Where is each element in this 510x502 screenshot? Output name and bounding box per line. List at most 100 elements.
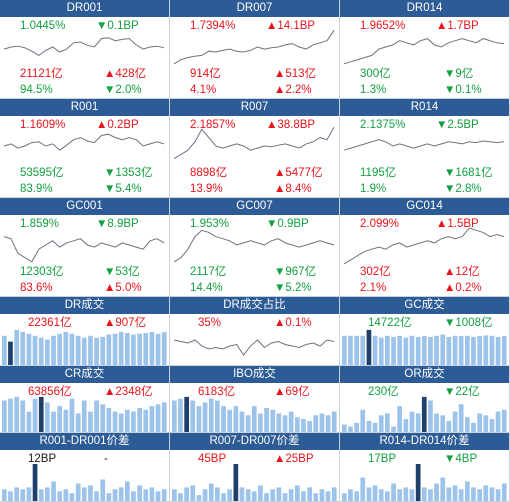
- bar: [501, 409, 507, 432]
- bar: [489, 419, 495, 432]
- bar: [63, 331, 69, 365]
- bar: [81, 487, 87, 501]
- bar: [88, 485, 93, 501]
- bar: [348, 426, 353, 432]
- summary-change: ▲907亿: [104, 317, 147, 329]
- bar: [446, 487, 452, 501]
- rate-panel-r001[interactable]: R001 1.1609% ▲0.2BP 53595亿 ▼1353亿 83.9% ▼5.4%: [0, 99, 170, 198]
- rate-change: ▼0.9BP: [266, 218, 309, 230]
- rate-panel-dr014[interactable]: DR014 1.9652% ▲1.7BP 300亿 ▼9亿 1.3% ▼0.1%: [340, 0, 510, 99]
- summary-panel-1[interactable]: DR成交占比 35% ▲0.1%: [170, 297, 340, 366]
- bar: [63, 409, 69, 432]
- rate-panel-dr001[interactable]: DR001 1.0445% ▼0.1BP 21121亿 ▲428亿 94.5% ▼2.0%: [0, 0, 170, 99]
- bar: [32, 335, 38, 365]
- rate-change: ▲0.2BP: [96, 119, 139, 131]
- bar: [155, 333, 161, 365]
- bar: [372, 422, 378, 432]
- bar: [446, 420, 452, 432]
- bar: [403, 487, 409, 501]
- bar: [100, 479, 106, 501]
- bar: [227, 409, 232, 432]
- bar: [397, 489, 402, 501]
- bar: [434, 413, 439, 432]
- volume-change: ▲428亿: [104, 68, 147, 80]
- rate-panel-gc014[interactable]: GC014 2.099% ▲1.5BP 302亿 ▲12亿 2.1% ▲0.2%: [340, 198, 510, 297]
- summary-panel-6[interactable]: R001-DR001价差 12BP -: [0, 433, 170, 502]
- rate-change: ▲38.8BP: [266, 119, 316, 131]
- rate-value: 1.953%: [190, 218, 230, 230]
- share-value: 94.5%: [20, 84, 53, 96]
- bar: [421, 396, 427, 432]
- rate-change: ▲14.1BP: [266, 20, 316, 32]
- summary-change: -: [104, 453, 108, 465]
- bar: [391, 483, 396, 501]
- bar: [118, 331, 124, 365]
- bar: [45, 339, 50, 365]
- summary-value: 14722亿: [368, 317, 412, 329]
- summary-panel-2[interactable]: GC成交 14722亿 ▼1008亿: [340, 297, 510, 366]
- summary-panel-4[interactable]: IBO成交 6183亿 ▲69亿: [170, 366, 340, 433]
- summary-panel-0[interactable]: DR成交 22361亿 ▲907亿: [0, 297, 170, 366]
- bar: [391, 336, 396, 365]
- summary-panel-5[interactable]: OR成交 230亿 ▼22亿: [340, 366, 510, 433]
- bar: [149, 487, 155, 501]
- share-change: ▼2.0%: [104, 84, 142, 96]
- bar: [88, 411, 93, 432]
- trend-line: [173, 126, 335, 160]
- volume-change: ▲5477亿: [274, 167, 323, 179]
- panel-title: DR007: [170, 0, 339, 17]
- bar: [421, 487, 427, 501]
- bar: [75, 483, 81, 501]
- bar: [233, 464, 239, 501]
- rate-value: 1.0445%: [20, 20, 66, 32]
- bar: [45, 487, 50, 501]
- share-value: 1.3%: [360, 84, 387, 96]
- share-value: 14.4%: [190, 282, 223, 294]
- bar: [452, 335, 458, 365]
- summary-value: 17BP: [368, 453, 397, 465]
- bar: [391, 426, 396, 432]
- trend-line: [3, 133, 165, 151]
- bar: [245, 489, 251, 501]
- panel-title: DR成交占比: [170, 297, 339, 314]
- share-change: ▲2.2%: [274, 84, 312, 96]
- bar: [428, 400, 433, 432]
- rate-panel-r007[interactable]: R007 2.1857% ▲38.8BP 8898亿 ▲5477亿 13.9% ▲8.4%: [170, 99, 340, 198]
- bar: [471, 336, 476, 365]
- rate-panel-dr007[interactable]: DR007 1.7394% ▲14.1BP 914亿 ▲513亿 4.1% ▲2.2%: [170, 0, 340, 99]
- bar: [63, 489, 69, 501]
- bar: [471, 422, 476, 432]
- bar: [276, 487, 282, 501]
- bar: [385, 413, 390, 432]
- rate-panel-r014[interactable]: R014 2.1375% ▼2.5BP 1195亿 ▼1681亿 1.9% ▼2.8%: [340, 99, 510, 198]
- bar: [155, 404, 161, 432]
- bar: [14, 396, 19, 432]
- summary-change: ▼4BP: [444, 453, 478, 465]
- bar: [421, 336, 427, 365]
- trend-line-chart: [173, 29, 335, 65]
- panel-title: OR成交: [340, 366, 509, 383]
- bar: [276, 413, 282, 432]
- bar: [342, 493, 347, 501]
- panel-title: R001-DR001价差: [0, 433, 169, 450]
- volume-change: ▲513亿: [274, 68, 317, 80]
- summary-panel-8[interactable]: R014-DR014价差 17BP ▼4BP: [340, 433, 510, 502]
- bar: [155, 491, 161, 501]
- bar: [161, 489, 167, 501]
- bar: [489, 487, 495, 501]
- bar: [319, 489, 325, 501]
- bar: [178, 493, 183, 501]
- bar: [161, 332, 167, 365]
- summary-panel-3[interactable]: CR成交 63856亿 ▲2348亿: [0, 366, 170, 433]
- bar: [440, 334, 446, 365]
- bar: [458, 489, 464, 501]
- panel-title: DR014: [340, 0, 509, 17]
- share-value: 1.9%: [360, 183, 387, 195]
- bar: [2, 400, 7, 432]
- rate-panel-gc007[interactable]: GC007 1.953% ▼0.9BP 2117亿 ▼967亿 14.4% ▼5.2%: [170, 198, 340, 297]
- volume-change: ▼9亿: [444, 68, 474, 80]
- rate-panel-gc001[interactable]: GC001 1.859% ▼8.9BP 12303亿 ▼53亿 83.6% ▲5.0%: [0, 198, 170, 297]
- summary-panel-7[interactable]: R007-DR007价差 45BP ▲25BP: [170, 433, 340, 502]
- bar: [172, 400, 177, 432]
- bar: [69, 333, 75, 365]
